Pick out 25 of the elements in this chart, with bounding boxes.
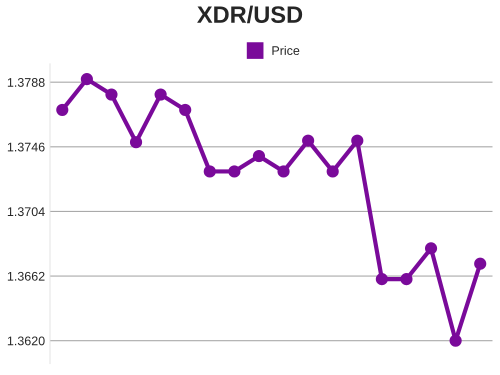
point [228, 165, 240, 178]
point [424, 242, 438, 254]
point [252, 150, 266, 162]
point [56, 104, 68, 116]
y-tick-label: 1.3620 [8, 336, 45, 346]
y-tick-label: 1.3704 [8, 207, 45, 216]
point [376, 273, 388, 286]
point [80, 73, 93, 86]
legend-label: Price [272, 46, 300, 56]
point [204, 165, 216, 178]
point [154, 88, 167, 101]
point [326, 165, 339, 178]
point [179, 104, 192, 116]
point [277, 165, 290, 178]
y-tick-label: 1.3662 [8, 272, 45, 281]
point [400, 273, 413, 286]
point [474, 258, 486, 270]
point [105, 88, 118, 101]
point [450, 334, 462, 347]
y-tick-label: 1.3788 [8, 78, 45, 87]
point [302, 134, 314, 147]
point [351, 134, 364, 147]
point [130, 136, 142, 148]
y-tick-label: 1.3746 [8, 142, 45, 152]
chart-title: XDR/USD [197, 6, 302, 24]
